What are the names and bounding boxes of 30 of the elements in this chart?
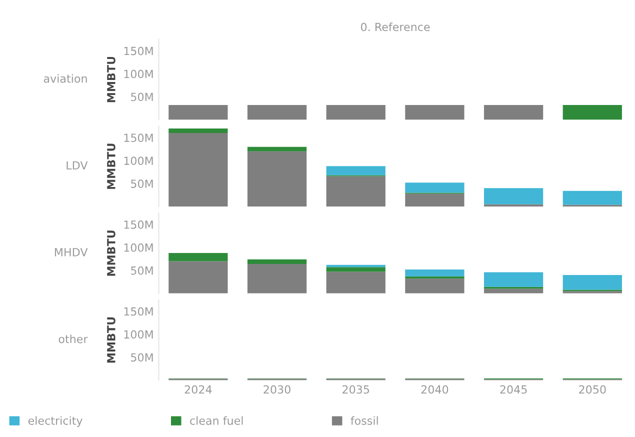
y-tick-label: 50M: [131, 180, 153, 188]
y-tick-label: 150M: [124, 134, 153, 142]
text: aviation: [44, 74, 87, 83]
y-tick-label: 100M: [124, 70, 153, 78]
x-tick-label: 2030: [264, 385, 290, 394]
text: other: [58, 334, 88, 344]
y-axis-title: MMBTU: [107, 317, 116, 363]
x-tick-label: 2035: [342, 385, 370, 394]
y-tick-label: 100M: [124, 243, 153, 252]
y-tick-label: 50M: [131, 266, 153, 275]
y-tick-label: 150M: [124, 46, 153, 56]
y-tick-label: 150M: [124, 307, 153, 316]
y-tick-label: 50M: [131, 92, 153, 102]
legend-label: clean fuel: [190, 416, 243, 425]
x-tick-label: 2040: [421, 385, 448, 394]
text: MHDV: [54, 248, 88, 256]
x-tick-label: 2050: [579, 385, 606, 394]
y-tick-label: 100M: [124, 156, 153, 165]
y-tick-label: 100M: [124, 330, 153, 339]
chart-subtitle: 0. Reference: [360, 22, 430, 32]
legend-label: fossil: [350, 416, 378, 425]
x-tick-label: 2024: [184, 385, 212, 394]
y-axis-title: MMBTU: [107, 230, 116, 276]
y-tick-label: 150M: [124, 220, 153, 229]
x-tick-label: 2045: [500, 385, 527, 394]
y-axis-title: MMBTU: [107, 56, 116, 102]
text: LDV: [66, 161, 88, 170]
y-tick-label: 50M: [131, 353, 153, 362]
legend-label: electricity: [28, 416, 82, 427]
y-axis-title: MMBTU: [107, 144, 116, 189]
